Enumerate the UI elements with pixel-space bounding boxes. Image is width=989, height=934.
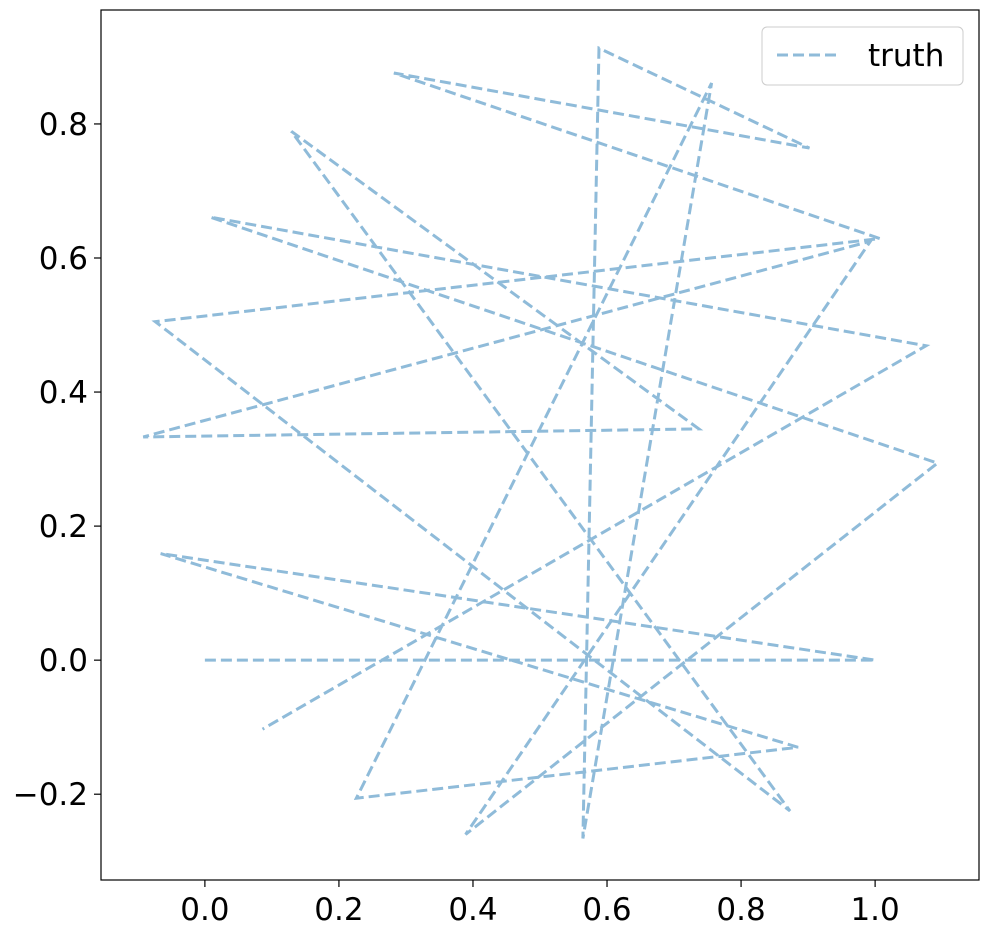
- legend-box: [761, 26, 964, 86]
- y-tick-label: 0.0: [39, 643, 88, 679]
- legend: truth: [761, 26, 964, 86]
- plot-frame: [100, 9, 980, 881]
- x-tick-label: 0.4: [448, 892, 497, 928]
- y-tick-label: 0.2: [39, 509, 88, 545]
- legend-label-truth: truth: [868, 38, 944, 74]
- plot-background: [101, 10, 979, 880]
- x-axis: 0.0 0.2 0.4 0.6 0.8 1.0: [180, 880, 900, 928]
- series-line-truth: [142, 45, 941, 839]
- y-tick-label: −0.2: [13, 777, 88, 813]
- series-layer: [142, 45, 941, 839]
- y-tick-label: 0.8: [39, 107, 88, 143]
- x-tick-label: 0.6: [582, 892, 631, 928]
- x-tick-label: 1.0: [850, 892, 899, 928]
- y-axis: −0.2 0.0 0.2 0.4 0.6 0.8: [13, 107, 101, 813]
- x-tick-label: 0.2: [314, 892, 363, 928]
- x-tick-label: 0.8: [716, 892, 765, 928]
- x-tick-label: 0.0: [180, 892, 229, 928]
- y-tick-label: 0.6: [39, 241, 88, 277]
- y-tick-label: 0.4: [39, 375, 88, 411]
